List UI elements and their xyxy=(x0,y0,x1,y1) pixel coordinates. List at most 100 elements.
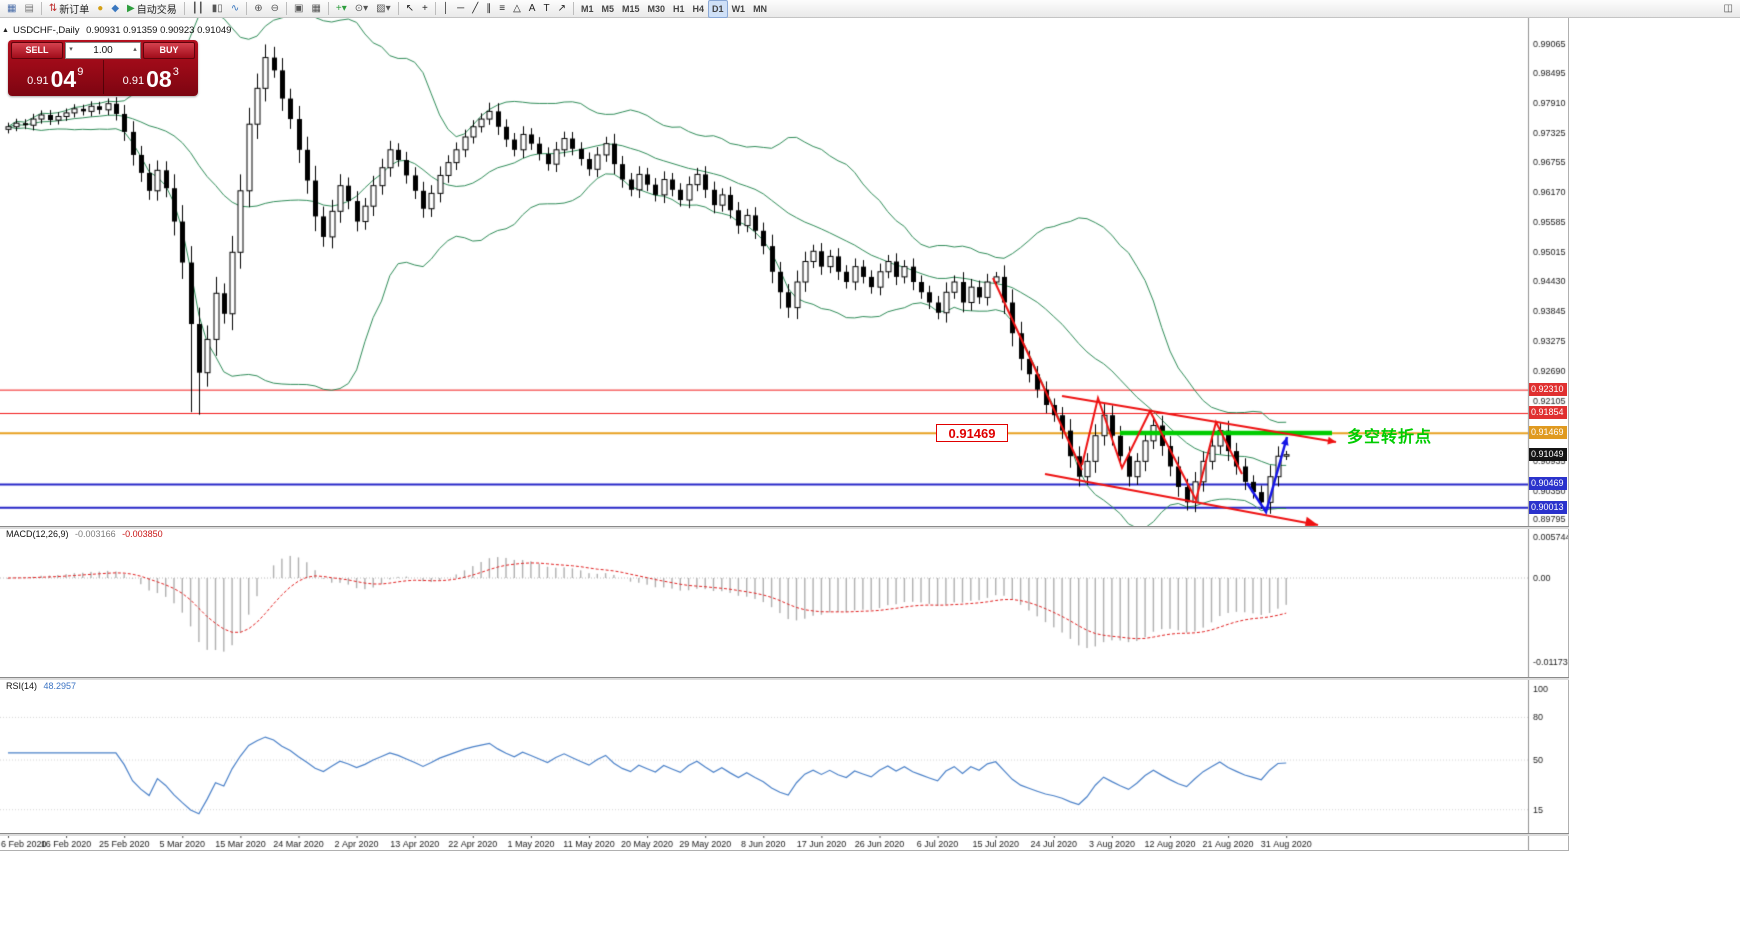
price-level-label[interactable]: 0.90013 xyxy=(1529,500,1567,514)
sell-price-sup: 9 xyxy=(77,66,84,78)
sell-button[interactable]: SELL xyxy=(11,41,63,59)
timeframe-m1[interactable]: M1 xyxy=(577,0,598,18)
zoom-in-button[interactable]: ⊕ xyxy=(250,0,266,18)
volume-value[interactable]: 1.00 xyxy=(93,44,113,56)
auto-arrange-button[interactable]: ▦ xyxy=(307,0,324,18)
buy-price-big: 08 xyxy=(146,66,172,92)
ch art-canvas[interactable] xyxy=(0,18,1568,850)
arrows-button[interactable]: ↗ xyxy=(554,0,570,18)
price-level-label[interactable]: 0.91854 xyxy=(1529,406,1567,420)
timeframe-w1-label: W1 xyxy=(731,3,746,14)
turning-point-label[interactable]: 多空转折点 xyxy=(1347,429,1433,446)
candlestick-icon: ▮▯ xyxy=(211,2,223,14)
toolbar-separator xyxy=(434,2,436,15)
rsi-header: RSI(14) 48.2957 xyxy=(6,681,76,691)
timeframe-d1-label: D1 xyxy=(712,3,724,14)
toolbar: ▦ ▤ ⇅ 新订单 ● ◆ ▶ 自动交易 ┃┃ ▮▯ ∿ ⊕ ⊖ ▣ ▦ +▾ ⊙▾ ▨▾ ↖ + │ ─ ╱ ∥ ≡ △ A T ↗ M… xyxy=(0,0,1740,18)
new-order-button[interactable]: ⇅ 新订单 xyxy=(45,0,93,18)
zoom-out-button[interactable]: ⊖ xyxy=(267,0,283,18)
cursor-icon: ↖ xyxy=(405,2,415,14)
timeframe-m15[interactable]: M15 xyxy=(618,0,644,18)
shapes-button[interactable]: △ xyxy=(509,0,525,18)
timeframe-h4[interactable]: H4 xyxy=(689,0,709,18)
community-button[interactable]: ◆ xyxy=(107,0,123,18)
fibonacci-button[interactable]: ≡ xyxy=(495,0,509,18)
panel-separator-rsi[interactable] xyxy=(0,677,1569,680)
buy-price-sup: 3 xyxy=(172,66,179,78)
volume-up-icon[interactable]: ▴ xyxy=(133,46,137,53)
time-axis-border xyxy=(0,833,1569,836)
price-level-label[interactable]: 0.90469 xyxy=(1529,477,1567,491)
cursor-button[interactable]: ↖ xyxy=(402,0,418,18)
timeframe-mn-label: MN xyxy=(753,3,768,14)
text-button[interactable]: A xyxy=(525,0,540,18)
sell-price-small: 0.91 xyxy=(27,75,49,87)
timeframe-d1[interactable]: D1 xyxy=(708,0,728,18)
timeframe-h4-label: H4 xyxy=(692,3,705,14)
timeframe-m30[interactable]: M30 xyxy=(644,0,670,18)
horizontal-line-button[interactable]: ─ xyxy=(453,0,468,18)
bar-chart-icon: ┃┃ xyxy=(191,2,204,14)
tile-windows-button[interactable]: ▣ xyxy=(290,0,307,18)
line-chart-icon: ∿ xyxy=(230,2,240,14)
macd-header: MACD(12,26,9) -0.003166 -0.003850 xyxy=(6,529,163,539)
symbol-ohlc: 0.90931 0.91359 0.90923 0.91049 xyxy=(86,25,232,36)
label-icon: T xyxy=(543,2,550,14)
autotrading-icon: ▶ xyxy=(127,2,135,14)
price-annotation-box[interactable]: 0.91469 xyxy=(936,424,1008,442)
timeframe-m1-label: M1 xyxy=(580,3,594,14)
timeframe-w1[interactable]: W1 xyxy=(728,0,750,18)
crosshair-button[interactable]: + xyxy=(418,0,432,18)
sell-price[interactable]: 0.91 04 9 xyxy=(8,60,103,94)
candlestick-button[interactable]: ▮▯ xyxy=(208,0,227,18)
label-button[interactable]: T xyxy=(539,0,553,18)
macd-main-value: -0.003166 xyxy=(75,529,116,539)
toolbar-separator xyxy=(572,2,574,15)
autotrading-button-label: 自动交易 xyxy=(136,5,177,16)
indicators-icon: +▾ xyxy=(335,2,347,14)
horizontal-line-icon: ─ xyxy=(457,2,465,14)
new-order-button-label: 新订单 xyxy=(59,5,90,16)
mql5-button[interactable]: ● xyxy=(93,0,107,18)
new-chart-button[interactable]: ▦ xyxy=(3,0,20,18)
arrows-icon: ↗ xyxy=(557,2,566,14)
fibonacci-icon: ≡ xyxy=(499,2,506,14)
vertical-line-icon: │ xyxy=(442,2,450,14)
timeframe-mn[interactable]: MN xyxy=(749,0,771,18)
mql5-icon: ● xyxy=(97,2,104,14)
shapes-icon: △ xyxy=(513,2,521,14)
macd-signal-value: -0.003850 xyxy=(122,529,163,539)
bar-chart-button[interactable]: ┃┃ xyxy=(188,0,208,18)
community-icon: ◆ xyxy=(111,2,120,14)
auto-arrange-icon: ▦ xyxy=(311,2,321,14)
templates-button[interactable]: ▨▾ xyxy=(372,0,394,18)
one-click-trading-panel: SELL ▾ 1.00 ▴ BUY 0.91 04 9 0.91 08 3 xyxy=(8,40,198,96)
toolbar-separator xyxy=(327,2,329,15)
panel-separator-macd[interactable] xyxy=(0,526,1569,529)
buy-button[interactable]: BUY xyxy=(143,41,195,59)
window-arrange-button[interactable]: ◫ xyxy=(1720,0,1737,18)
chart-collapse-arrow[interactable]: ▲ xyxy=(2,27,9,34)
text-icon: A xyxy=(528,2,536,14)
periods-button[interactable]: ⊙▾ xyxy=(351,0,372,18)
buy-price[interactable]: 0.91 08 3 xyxy=(102,60,199,94)
rsi-value: 48.2957 xyxy=(43,681,77,691)
indicators-button[interactable]: +▾ xyxy=(332,0,351,18)
price-level-label[interactable]: 0.91469 xyxy=(1529,426,1567,440)
timeframe-h1[interactable]: H1 xyxy=(669,0,689,18)
symbol-name: USDCHF-,Daily xyxy=(13,25,80,36)
templates-icon: ▨▾ xyxy=(376,2,391,14)
channel-button[interactable]: ∥ xyxy=(482,0,495,18)
volume-field[interactable]: ▾ 1.00 ▴ xyxy=(65,41,141,59)
toolbar-separator xyxy=(397,2,399,15)
timeframe-m5[interactable]: M5 xyxy=(597,0,618,18)
trendline-button[interactable]: ╱ xyxy=(468,0,482,18)
autotrading-button[interactable]: ▶ 自动交易 xyxy=(123,0,181,18)
price-level-label[interactable]: 0.92310 xyxy=(1529,383,1567,397)
trendline-icon: ╱ xyxy=(472,2,479,14)
profiles-button[interactable]: ▤ xyxy=(20,0,37,18)
vertical-line-button[interactable]: │ xyxy=(439,0,453,18)
tile-windows-icon: ▣ xyxy=(293,2,304,14)
volume-down-icon[interactable]: ▾ xyxy=(69,46,73,53)
line-chart-button[interactable]: ∿ xyxy=(227,0,243,18)
